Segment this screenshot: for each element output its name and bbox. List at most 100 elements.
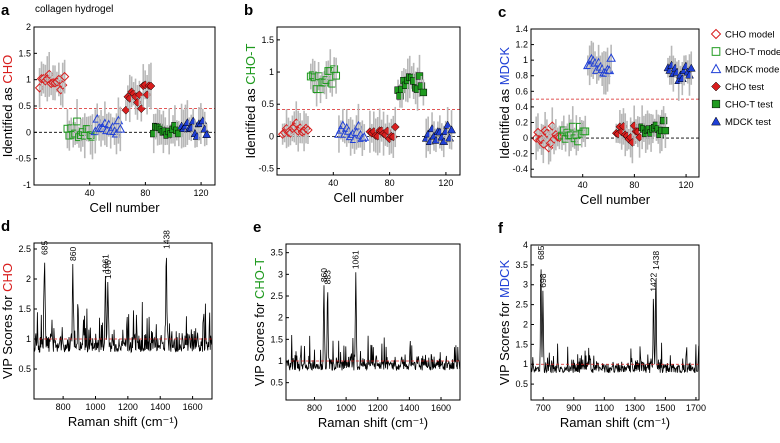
y-tick-label: 0.5 (261, 99, 274, 109)
legend-marker (711, 116, 721, 126)
x-tick-label: 1000 (336, 403, 356, 413)
y-tick-label: 1.5 (18, 304, 31, 314)
data-point (606, 53, 616, 62)
legend-marker (711, 47, 721, 56)
legend-label: CHO test (725, 82, 764, 93)
x-axis-title: Cell number (580, 192, 651, 207)
x-tick-label: 1300 (625, 403, 645, 413)
legend-item: CHO model (710, 28, 775, 41)
y-tick-label: 2.5 (18, 244, 31, 254)
y-tick-label: 1.5 (261, 35, 274, 45)
legend-item: MDCK model (710, 63, 780, 76)
x-tick-label: 1600 (431, 403, 451, 413)
data-point (538, 139, 549, 149)
data-point (332, 71, 341, 80)
y-tick-label: 2.5 (515, 300, 528, 310)
panel-letter: d (1, 218, 10, 235)
axes-frame (530, 244, 700, 401)
plot-area (277, 49, 460, 158)
peak-label: 1438 (161, 230, 171, 249)
y-axis-title-prefix: VIP Scores for (497, 298, 512, 385)
data-point (202, 129, 212, 138)
y-tick-label: 2 (523, 319, 528, 329)
y-tick-label: 1 (269, 67, 274, 77)
x-tick-label: 120 (679, 180, 694, 190)
peak-label: 685 (40, 241, 50, 255)
data-point (303, 125, 313, 135)
data-point (188, 116, 198, 125)
data-point (198, 116, 208, 125)
y-tick-label: 0.5 (515, 379, 528, 389)
y-tick-label: 0.2 (515, 117, 528, 127)
y-tick-label: -0.5 (258, 164, 274, 174)
axes-frame (285, 243, 461, 401)
legend-item: CHO test (711, 81, 764, 93)
panel-c: 40 80 120 -0.4 -0.2 0 0.2 0.4 0.6 0.8 1 1.2 1.4 Cell … (497, 4, 700, 207)
panel-letter: a (1, 2, 10, 19)
y-tick-label: 0.8 (515, 71, 528, 81)
y-tick-label: 0.5 (270, 378, 283, 388)
data-point (547, 121, 557, 131)
axes-frame (276, 26, 461, 176)
y-axis-title-prefix: Identified as (0, 84, 15, 158)
y-axis-title-class: CHO-T (252, 258, 267, 299)
panel-a: 40 80 120 -1 -0.5 0 0.5 1 1.5 2 Cell number Identif… (0, 2, 216, 215)
peak-label: 1076 (103, 260, 113, 279)
data-point (540, 126, 550, 136)
y-axis-title: Identified as CHO-T (243, 44, 258, 159)
x-tick-label: 40 (578, 180, 588, 190)
peak-label: 860 (319, 268, 329, 282)
y-tick-label: 2.5 (270, 291, 283, 301)
x-axis-title: Cell number (89, 200, 160, 215)
data-point (686, 63, 696, 72)
data-point (320, 78, 329, 87)
y-tick-label: 0.5 (18, 101, 31, 111)
legend-label: MDCK test (725, 117, 771, 128)
y-axis-title: Identified as CHO (0, 55, 15, 158)
y-axis-title-class: CHO (0, 55, 15, 84)
x-tick-label: 700 (536, 403, 551, 413)
y-axis-title: VIP Scores for CHO (0, 263, 15, 379)
y-tick-label: 2 (26, 22, 31, 32)
data-point (445, 133, 455, 142)
x-tick-label: 80 (140, 188, 150, 198)
legend-label: CHO-T model (725, 47, 780, 58)
vip-score-line (531, 269, 699, 374)
y-axis-title: Identified as MDCK (497, 47, 512, 159)
axes-frame (530, 28, 700, 178)
x-tick-label: 1500 (655, 403, 675, 413)
legend: CHO model CHO-T model MDCK model CHO test CH… (710, 28, 780, 128)
y-tick-label: 1 (278, 356, 283, 366)
y-axis-title: VIP Scores for CHO-T (252, 258, 267, 386)
x-tick-label: 1400 (150, 402, 170, 412)
y-tick-label: -0.2 (512, 149, 528, 159)
y-tick-label: 0.5 (18, 364, 31, 374)
data-point (390, 122, 400, 132)
y-tick-label: -0.5 (15, 154, 31, 164)
y-axis-title-prefix: VIP Scores for (252, 299, 267, 386)
y-tick-label: -0.4 (512, 164, 528, 174)
y-tick-label: 0.6 (515, 86, 528, 96)
y-axis-title: VIP Scores for MDCK (497, 259, 512, 385)
x-tick-label: 900 (566, 403, 581, 413)
data-point (419, 88, 428, 97)
y-tick-label: 1.5 (270, 334, 283, 344)
y-tick-label: 3.5 (270, 248, 283, 258)
y-tick-label: 3 (278, 269, 283, 279)
x-tick-label: 40 (328, 178, 338, 188)
legend-marker (711, 99, 721, 109)
y-axis-title-prefix: Identified as (243, 85, 258, 159)
panel-letter: b (244, 2, 253, 19)
data-point (533, 127, 543, 138)
legend-label: CHO model (725, 30, 775, 41)
plot-area (531, 269, 699, 374)
legend-item: CHO-T model (711, 47, 780, 58)
vip-score-line (286, 272, 460, 372)
x-tick-label: 1700 (686, 403, 706, 413)
panel-letter: e (253, 219, 261, 236)
data-point (427, 124, 437, 133)
legend-marker (710, 28, 722, 40)
